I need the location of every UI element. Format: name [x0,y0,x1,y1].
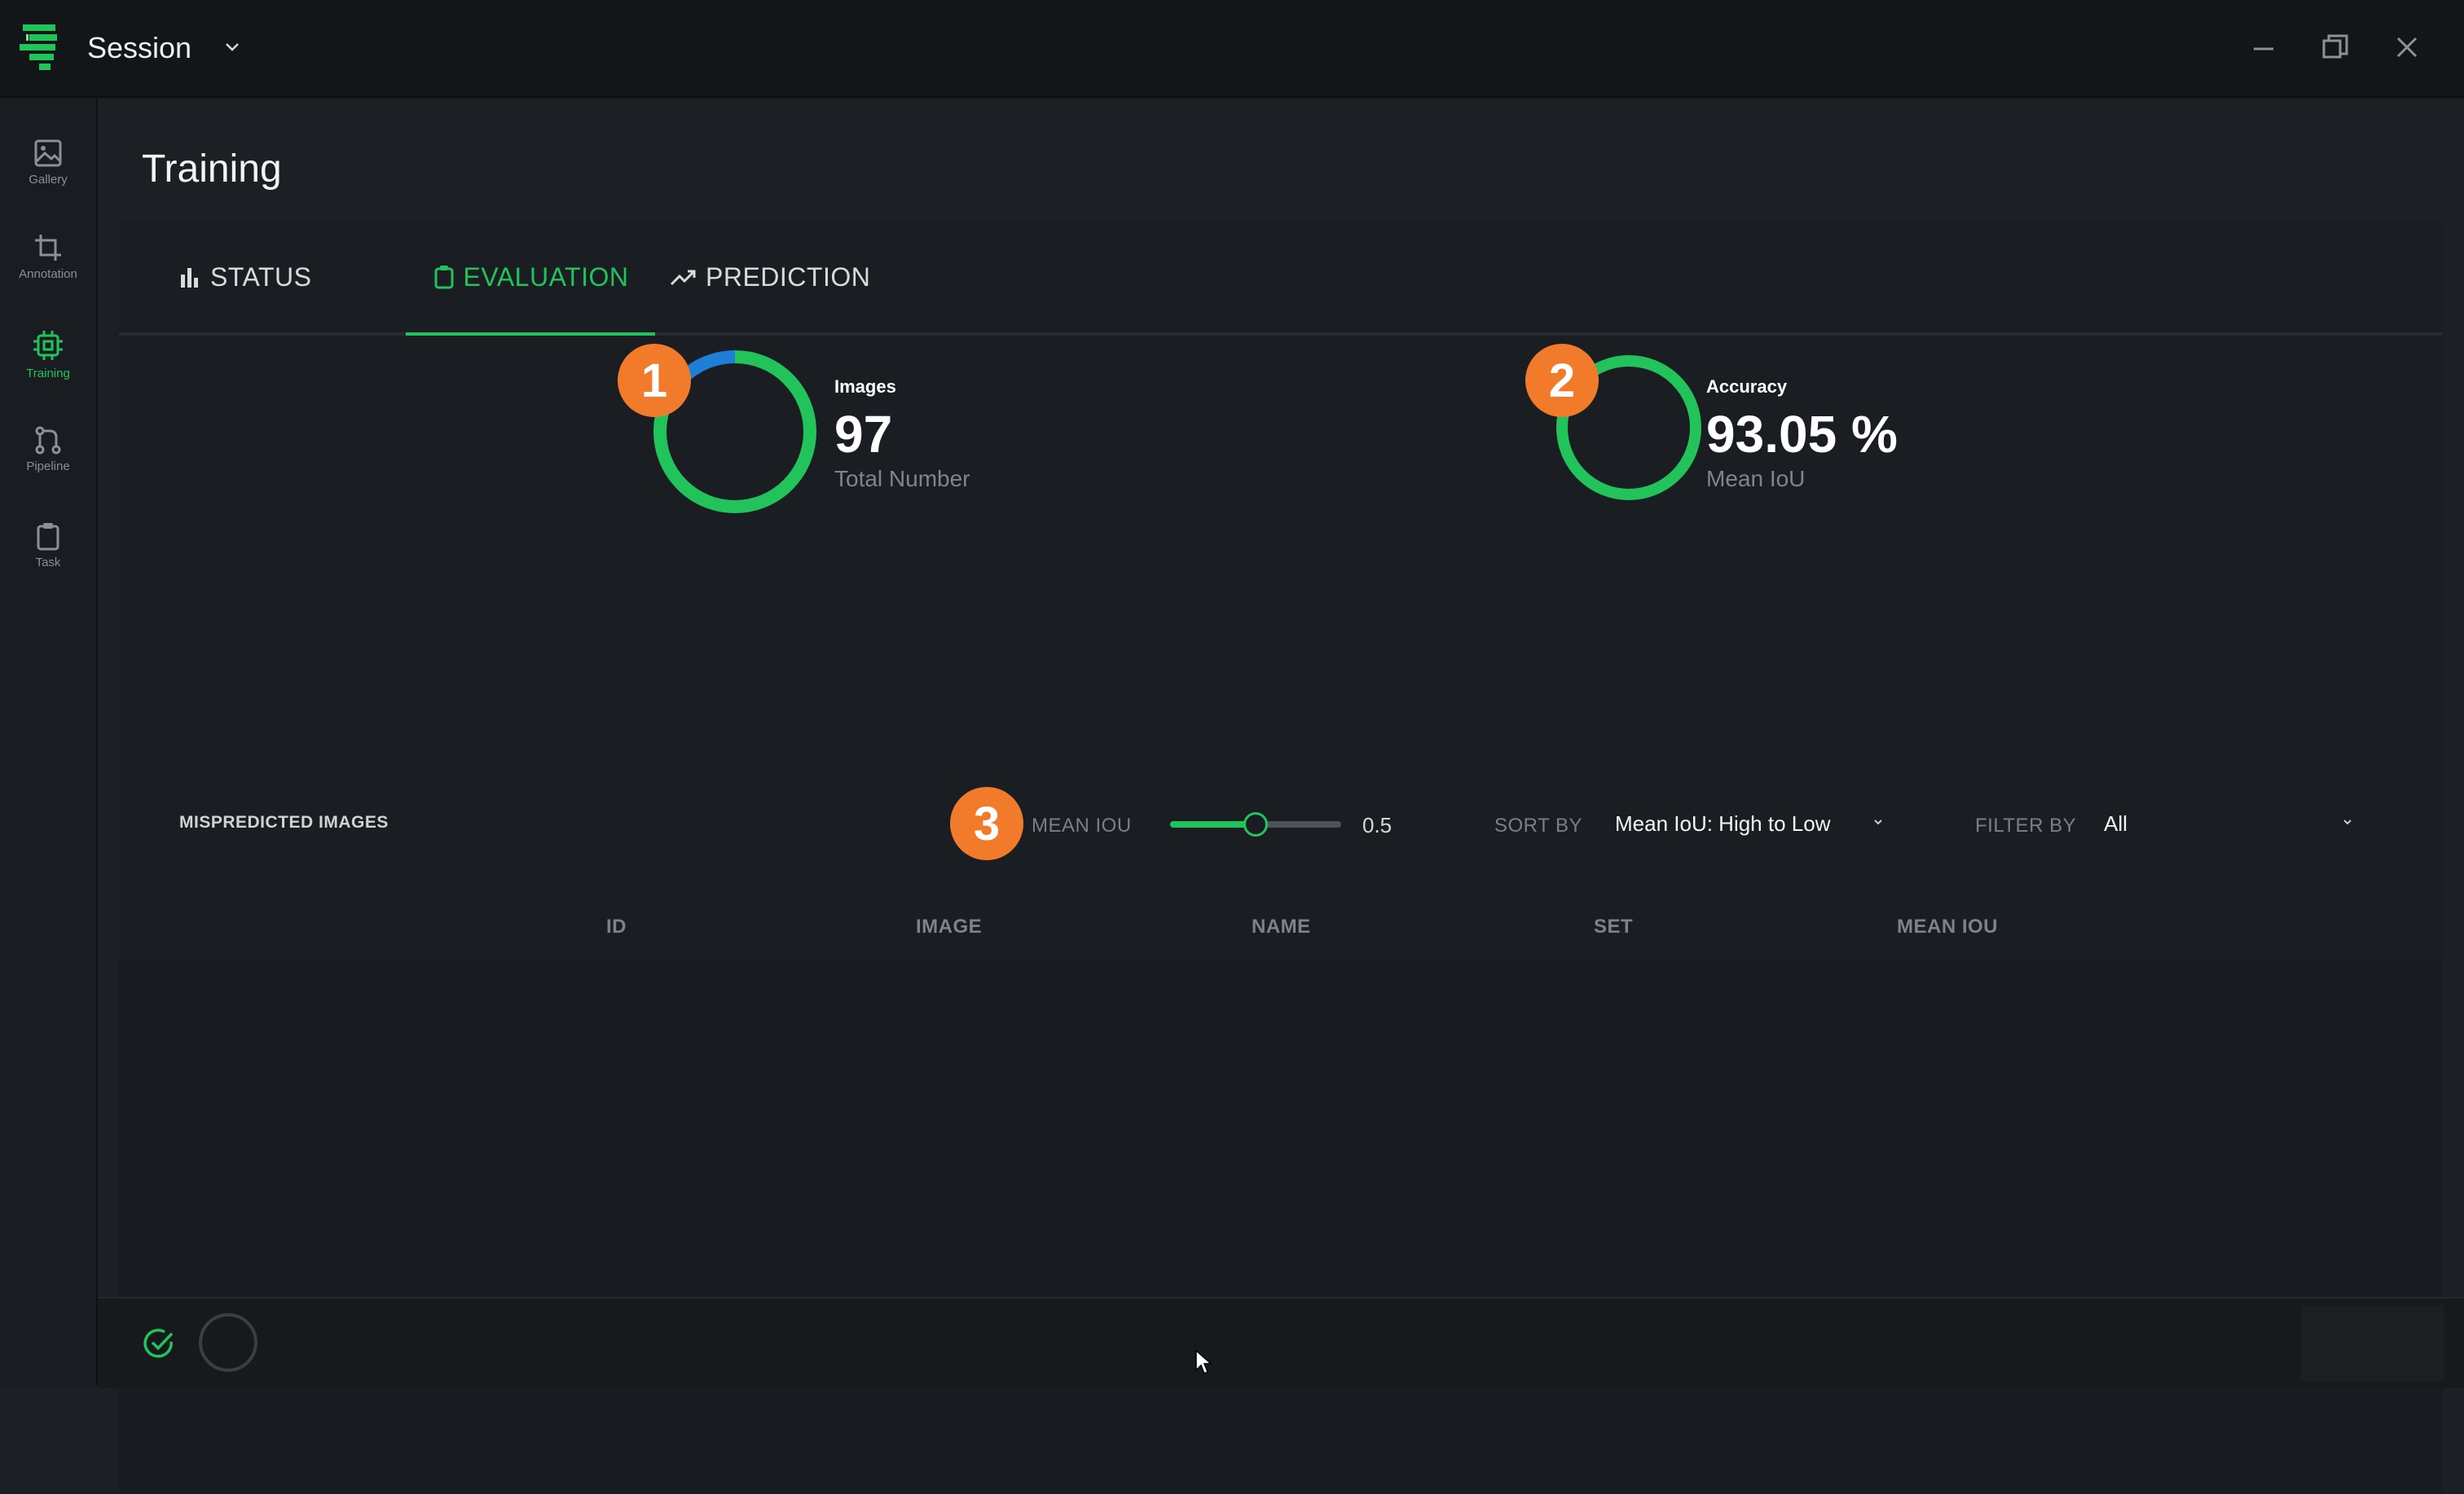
chevron-down-icon [1874,820,1882,825]
mean-iou-slider[interactable] [1170,812,1341,837]
accuracy-donut [1556,355,1701,500]
accuracy-caption: Mean IoU [1706,466,1806,491]
step-marker: 2 [1525,344,1599,417]
section-title: MISPREDICTED IMAGES [179,813,389,832]
image-icon [34,139,62,167]
bar-chart-icon [181,268,198,288]
sidebar-item-annotation[interactable]: Annotation [0,212,96,293]
filter-select[interactable]: All [2104,808,2413,841]
check-circle-icon [143,1329,174,1358]
app-logo-icon [20,24,57,70]
mean-iou-label: MEAN IOU [1032,815,1132,837]
slider-thumb[interactable] [1243,812,1268,837]
clipboard-icon [434,266,454,289]
images-value: 97 [834,405,893,464]
sidebar-item-label: Gallery [29,173,68,187]
crop-icon [35,235,61,261]
status-bar [98,1297,2464,1388]
evaluation-panel: STATUS EVALUATION PREDICTION 1 Images 97… [119,222,2443,1494]
column-header-set[interactable]: SET [1594,916,1634,938]
git-branch-icon [35,426,61,455]
column-header-image[interactable]: IMAGE [916,916,983,938]
tab-label: STATUS [210,261,312,292]
sidebar-item-label: Pipeline [26,459,70,473]
sidebar: Gallery Annotation Training Pipeline Tas… [0,98,98,1386]
column-header-name[interactable]: NAME [1252,916,1311,938]
table-body [119,960,2443,1494]
loading-spinner [199,1313,257,1372]
column-header-mean-iou[interactable]: MEAN IOU [1897,916,1998,938]
sidebar-item-pipeline[interactable]: Pipeline [0,404,96,486]
sidebar-item-label: Training [26,367,70,380]
page-title: Training [142,147,282,191]
trend-up-icon [670,270,696,286]
images-caption: Total Number [834,466,970,491]
mean-iou-value: 0.5 [1362,813,1393,837]
sort-select[interactable]: Mean IoU: High to Low [1615,808,1957,841]
step-marker: 3 [950,787,1023,860]
title-bar: Session [0,0,2464,98]
tab-evaluation[interactable]: EVALUATION [406,222,655,336]
step-marker: 1 [618,344,691,417]
images-donut [653,350,816,513]
status-panel [2301,1305,2444,1382]
tab-status[interactable]: STATUS [178,222,311,332]
accuracy-label: Accuracy [1706,376,1788,397]
slider-fill [1170,821,1256,828]
accuracy-value: 93.05 % [1706,405,1898,464]
chip-icon [33,331,63,360]
filter-select-value: All [2104,811,2127,836]
sidebar-item-training[interactable]: Training [0,308,96,389]
chevron-down-icon [2343,820,2352,825]
tab-bar: STATUS EVALUATION PREDICTION [119,222,2443,336]
tab-label: PREDICTION [706,261,871,292]
clipboard-icon [37,523,59,551]
restore-icon[interactable] [2316,28,2355,67]
filter-by-label: FILTER BY [1975,815,2077,837]
sidebar-item-task[interactable]: Task [0,500,96,582]
tab-prediction[interactable]: PREDICTION [670,222,870,332]
sort-select-value: Mean IoU: High to Low [1615,811,1831,836]
sidebar-item-gallery[interactable]: Gallery [0,117,96,199]
summary-section: 1 Images 97 Total Number 2 Accuracy 93.0… [119,336,2443,893]
chevron-down-icon[interactable] [223,37,241,55]
minimize-icon[interactable] [2244,28,2283,67]
sort-by-label: SORT BY [1494,815,1582,837]
column-header-id[interactable]: ID [606,916,627,938]
close-icon[interactable] [2387,28,2427,67]
tab-label: EVALUATION [463,261,629,292]
filter-bar: MISPREDICTED IMAGES 3 MEAN IOU 0.5 SORT … [119,766,2443,893]
table-header: ID IMAGE NAME SET MEAN IOU [119,893,2443,960]
mouse-cursor-icon [1195,1349,1212,1375]
session-title[interactable]: Session [87,31,192,64]
images-label: Images [834,376,896,397]
sidebar-item-label: Task [35,556,61,569]
sidebar-item-label: Annotation [19,267,77,281]
